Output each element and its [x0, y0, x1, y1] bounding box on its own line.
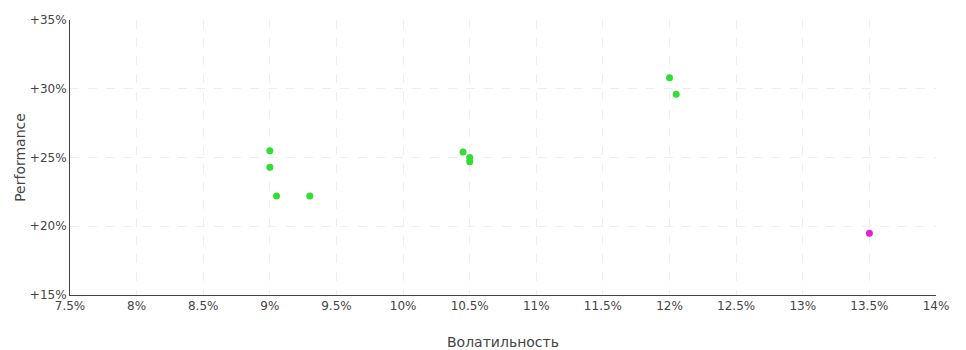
svg-text:9%: 9% [260, 299, 279, 313]
svg-text:12%: 12% [656, 299, 683, 313]
svg-text:+25%: +25% [30, 151, 67, 165]
svg-text:13%: 13% [789, 299, 816, 313]
svg-text:11%: 11% [523, 299, 550, 313]
svg-text:+20%: +20% [30, 219, 67, 233]
svg-text:8%: 8% [127, 299, 146, 313]
svg-text:Performance: Performance [12, 113, 28, 202]
svg-text:14%: 14% [923, 299, 950, 313]
svg-text:9.5%: 9.5% [321, 299, 352, 313]
svg-text:13.5%: 13.5% [850, 299, 888, 313]
svg-text:+30%: +30% [30, 82, 67, 96]
svg-text:+35%: +35% [30, 13, 67, 27]
svg-text:10.5%: 10.5% [451, 299, 489, 313]
svg-text:8.5%: 8.5% [188, 299, 219, 313]
svg-text:11.5%: 11.5% [584, 299, 622, 313]
svg-text:Волатильность: Волатильность [447, 334, 559, 350]
svg-text:+15%: +15% [30, 288, 67, 302]
svg-text:12.5%: 12.5% [717, 299, 755, 313]
svg-text:7.5%: 7.5% [55, 299, 86, 313]
svg-text:10%: 10% [390, 299, 417, 313]
